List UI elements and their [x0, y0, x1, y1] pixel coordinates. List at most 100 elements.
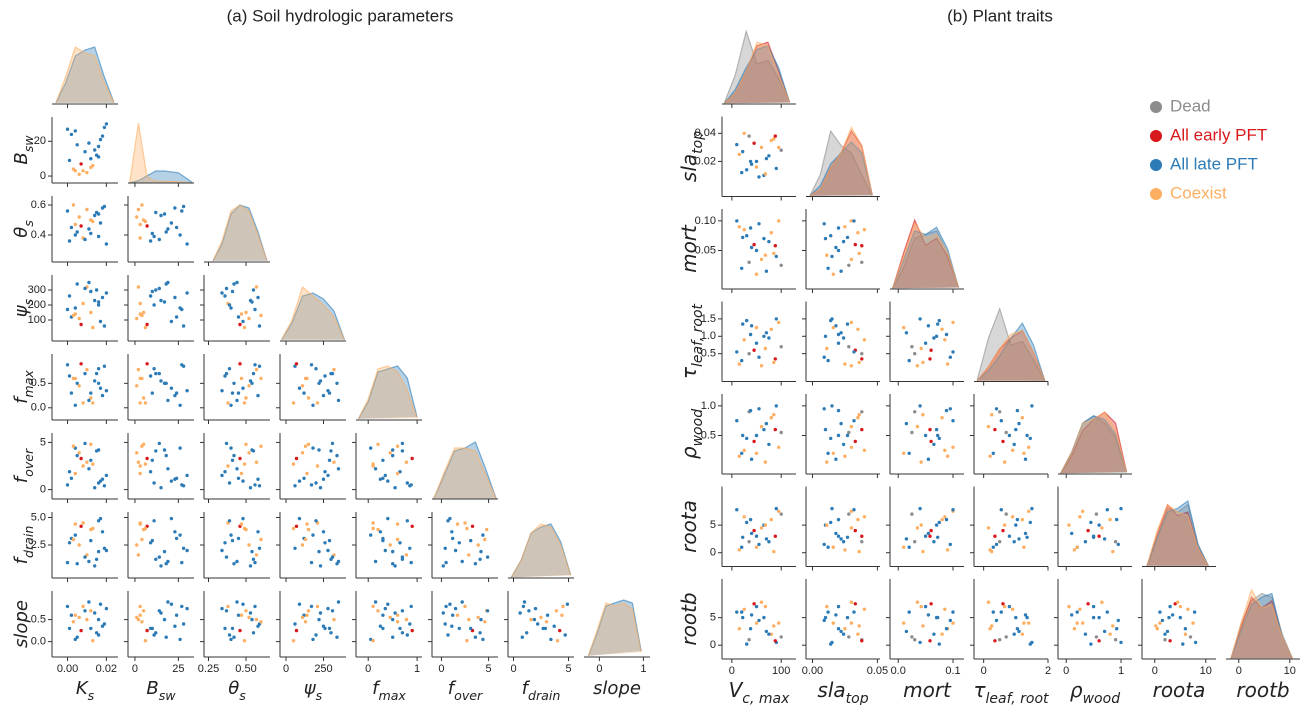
scatter-point	[849, 320, 854, 325]
scatter-point	[742, 228, 746, 232]
scatter-point	[98, 602, 103, 606]
scatter-point	[757, 355, 761, 359]
kde-area	[1146, 499, 1209, 567]
scatter-point	[65, 307, 70, 312]
scatter-point	[1167, 615, 1171, 620]
scatter-point	[408, 622, 412, 626]
scatter-point	[543, 626, 548, 631]
scatter-point	[1170, 613, 1175, 617]
scatter-point	[1028, 436, 1033, 441]
scatter-point	[178, 533, 182, 537]
scatter-point	[336, 467, 341, 471]
scatter-point	[774, 317, 778, 321]
x-tick-label: 0	[1236, 665, 1242, 677]
scatter-point	[932, 632, 936, 636]
scatter-point	[373, 559, 378, 564]
scatter-point	[926, 613, 931, 617]
y-tick-label: 0.10	[695, 215, 716, 227]
scatter-point	[986, 424, 991, 429]
scatter-point	[291, 639, 296, 643]
scatter-point	[185, 291, 189, 295]
scatter-point	[852, 610, 856, 614]
scatter-point	[1089, 642, 1093, 646]
scatter-point	[829, 234, 833, 238]
y-tick-label: 0.04	[695, 127, 716, 139]
scatter-point	[311, 533, 315, 537]
scatter-point	[1192, 610, 1197, 614]
scatter-point	[774, 506, 778, 511]
scatter-point	[180, 483, 184, 487]
scatter-point	[831, 325, 835, 330]
scatter-point	[294, 362, 299, 366]
scatter-point	[561, 604, 565, 609]
kde-area	[212, 204, 268, 262]
scatter-point	[311, 403, 315, 407]
scatter-point	[314, 519, 318, 523]
scatter-point	[1155, 627, 1160, 631]
scatter-point	[391, 549, 395, 554]
scatter-point	[741, 535, 745, 539]
scatter-point	[843, 225, 847, 229]
scatter-point	[759, 257, 764, 262]
scatter-point	[89, 231, 93, 236]
scatter-point	[1081, 509, 1085, 513]
scatter-point	[740, 266, 744, 270]
scatter-panel: 0.0 0.5 0.00 0.02	[31, 591, 118, 675]
scatter-point	[549, 637, 553, 642]
scatter-point	[845, 235, 850, 240]
scatter-point	[525, 631, 529, 635]
scatter-point	[238, 362, 242, 366]
kde-area	[892, 218, 960, 289]
scatter-point	[159, 564, 163, 568]
scatter-point	[75, 143, 79, 147]
scatter-point	[164, 230, 168, 234]
scatter-point	[393, 486, 397, 490]
scatter-point	[150, 289, 154, 294]
axis-label: slope	[11, 600, 32, 648]
scatter-point	[305, 471, 309, 476]
scatter-point	[91, 526, 95, 531]
scatter-point	[834, 613, 838, 617]
scatter-point	[839, 269, 843, 273]
axis-label-name: f	[11, 395, 32, 404]
scatter-point	[921, 549, 925, 554]
scatter-point	[259, 620, 263, 624]
scatter-point	[220, 548, 224, 553]
diagonal-panel	[974, 306, 1049, 386]
scatter-point	[847, 635, 851, 639]
y-tick-label: 1.0	[701, 330, 716, 342]
scatter-point	[91, 401, 95, 405]
scatter-point	[239, 613, 244, 617]
scatter-point	[830, 506, 834, 511]
scatter-point	[830, 404, 834, 408]
scatter-point	[943, 338, 947, 342]
scatter-point	[166, 467, 170, 471]
scatter-point	[391, 617, 395, 622]
scatter-point	[923, 433, 928, 438]
scatter-point	[67, 158, 72, 163]
axis-label: Vc, max	[729, 678, 791, 705]
scatter-point	[306, 396, 311, 400]
scatter-point	[918, 317, 922, 321]
scatter-point	[904, 537, 909, 541]
scatter-point	[235, 467, 239, 471]
scatter-panel: 0.05 0.10	[695, 209, 796, 293]
scatter-point	[483, 537, 487, 542]
scatter-point	[829, 642, 833, 646]
scatter-point	[934, 334, 939, 338]
scatter-point	[448, 602, 452, 606]
scatter-point	[185, 473, 189, 478]
scatter-point	[143, 462, 148, 466]
y-tick-label: 0.4	[31, 229, 46, 241]
scatter-point	[253, 363, 257, 367]
scatter-point	[323, 374, 327, 378]
scatter-point	[937, 642, 941, 646]
axis-label-name: K	[76, 678, 89, 699]
axis-label: fmax	[372, 678, 406, 703]
scatter-point	[737, 152, 741, 157]
scatter-point	[857, 251, 861, 256]
scatter-point	[300, 543, 305, 547]
scatter-point	[94, 288, 99, 292]
kde-area	[587, 602, 642, 656]
scatter-panel	[124, 275, 194, 345]
